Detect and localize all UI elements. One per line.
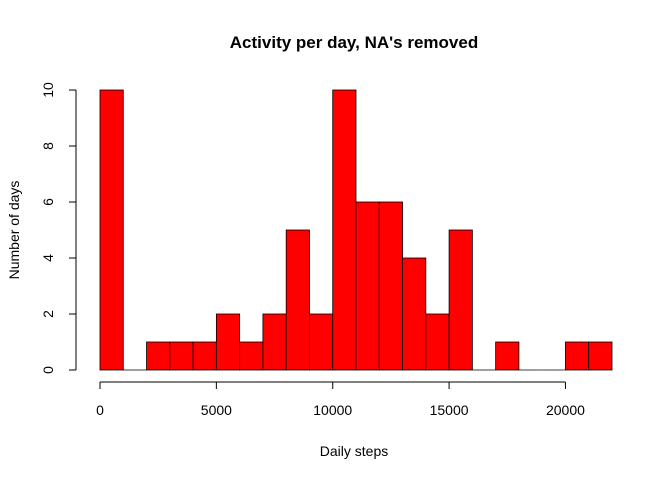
x-tick-label-0: 0 [96,402,104,418]
histogram-bar-7 [262,313,287,371]
histogram-bar-20 [565,341,590,371]
y-tick-label-3: 6 [40,198,56,206]
chart-title: Activity per day, NA's removed [230,33,478,52]
histogram-bar-6 [239,341,264,371]
y-tick-label-0: 0 [40,366,56,374]
y-axis: 0 2 4 6 8 10 [40,82,77,374]
y-tick-label-5: 10 [40,82,56,98]
bars-group [99,89,613,371]
histogram-bar-17 [495,341,520,371]
histogram-bar-0 [99,89,124,371]
y-tick-label-1: 2 [40,310,56,318]
x-tick-label-2: 10000 [313,402,352,418]
histogram-bar-15 [448,229,473,371]
histogram-bar-13 [402,257,427,371]
y-axis-label: Number of days [6,181,22,280]
histogram-bar-2 [146,341,171,371]
x-tick-label-4: 20000 [546,402,585,418]
x-tick-label-1: 5000 [201,402,232,418]
y-tick-label-2: 4 [40,254,56,262]
x-axis: 0 5000 10000 15000 20000 [96,381,585,418]
x-axis-label: Daily steps [320,443,388,459]
histogram-bar-10 [332,89,357,371]
histogram-bar-14 [425,313,450,371]
histogram-bar-12 [378,201,403,371]
histogram-bar-5 [215,313,241,371]
x-tick-label-3: 15000 [430,402,469,418]
histogram-bar-9 [309,313,334,371]
histogram-bar-4 [192,341,217,371]
histogram-bar-3 [169,341,194,371]
histogram-bar-21 [588,341,613,371]
histogram-bar-8 [285,229,310,371]
y-tick-label-4: 8 [40,142,56,150]
histogram-bar-11 [355,201,380,371]
